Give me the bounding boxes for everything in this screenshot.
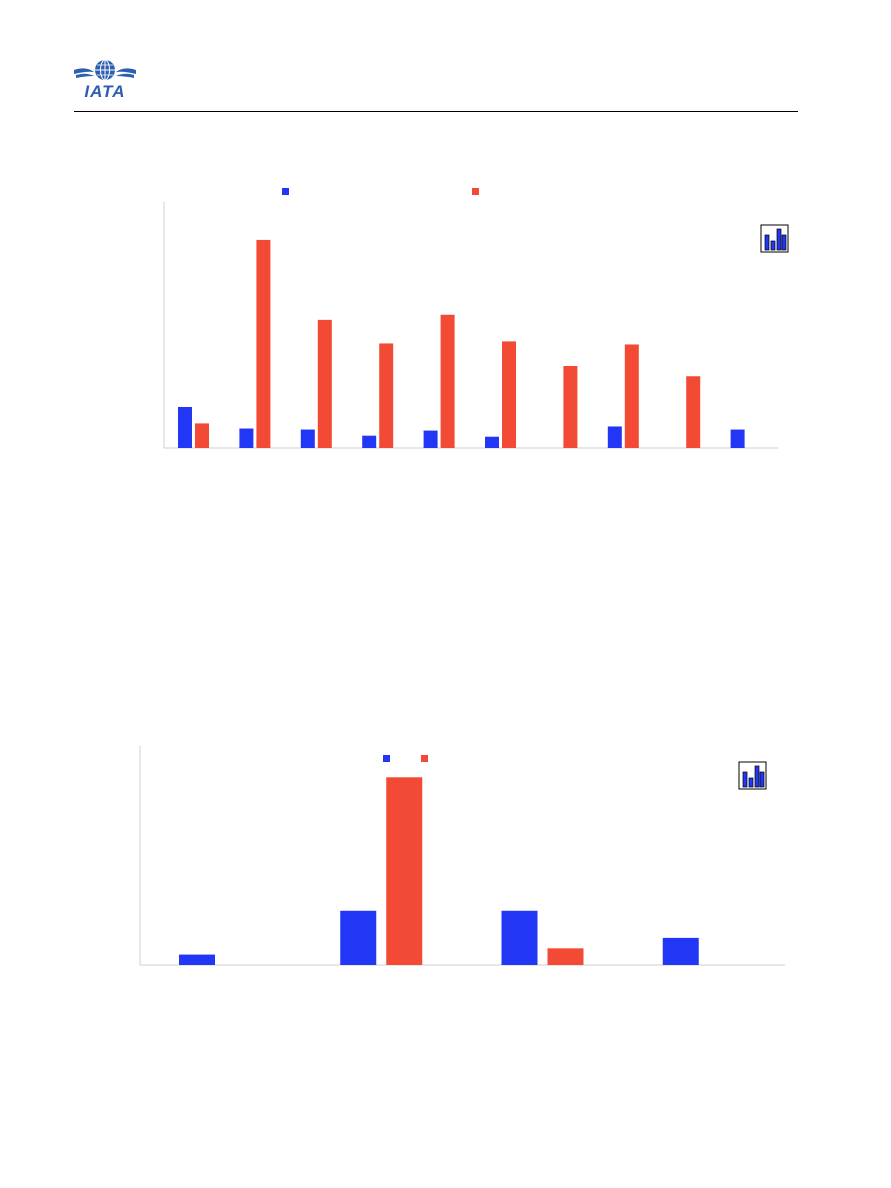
chart1-bar-s2 [440, 314, 455, 448]
bar-chart-2-svg [139, 746, 785, 966]
chart2-icon-bar [759, 771, 765, 788]
chart1-bar-s1 [300, 429, 315, 448]
chart2-bar-s1 [662, 937, 699, 965]
chart1-chart-type-icon [760, 224, 789, 253]
chart1-icon-bar [764, 234, 770, 251]
chart2-bar-s2 [386, 777, 423, 965]
chart1-legend-swatch-1 [282, 188, 289, 195]
chart1-bar-s2 [379, 343, 394, 448]
iata-logo: IATA [72, 58, 138, 104]
chart1-bar-s2 [563, 366, 578, 448]
chart1-bar-s2 [256, 239, 271, 448]
chart1-bar-s1 [485, 436, 499, 448]
chart1-bar-s2 [624, 344, 639, 448]
chart2-bar-s1 [179, 954, 215, 965]
bar-chart-1 [150, 180, 790, 460]
logo-text: IATA [84, 82, 126, 101]
chart1-icon-bar [781, 234, 787, 251]
chart2-bar-s1 [340, 910, 377, 965]
chart2-legend-swatch-2 [421, 755, 428, 762]
chart1-icon-bar [776, 228, 782, 251]
chart2-icon-bar [754, 765, 760, 788]
chart2-icon-bar [742, 771, 748, 788]
chart1-bar-s1 [362, 435, 377, 448]
chart1-bar-s1 [607, 426, 622, 448]
chart1-bar-s1 [423, 430, 438, 448]
page-header: IATA [0, 0, 891, 120]
chart1-legend-swatch-2 [472, 188, 479, 195]
chart1-bar-s1 [178, 407, 192, 448]
chart2-bar-s2 [547, 948, 584, 965]
chart1-icon-bar [770, 240, 776, 251]
chart2-bar-s1 [501, 910, 538, 965]
chart2-legend-swatch-1 [383, 755, 390, 762]
chart1-bar-s1 [239, 428, 254, 448]
chart2-chart-type-icon [738, 761, 767, 790]
chart1-bar-s2 [195, 423, 209, 448]
chart1-bar-s2 [502, 341, 516, 448]
globe-wings-icon [74, 59, 136, 81]
bar-chart-1-svg [163, 188, 789, 449]
chart1-bar-s2 [686, 376, 701, 448]
chart1-bar-s2 [317, 319, 332, 448]
header-rule [74, 111, 798, 112]
chart2-icon-bar [748, 777, 754, 788]
chart1-bar-s1 [730, 429, 745, 448]
bar-chart-2 [130, 740, 795, 975]
